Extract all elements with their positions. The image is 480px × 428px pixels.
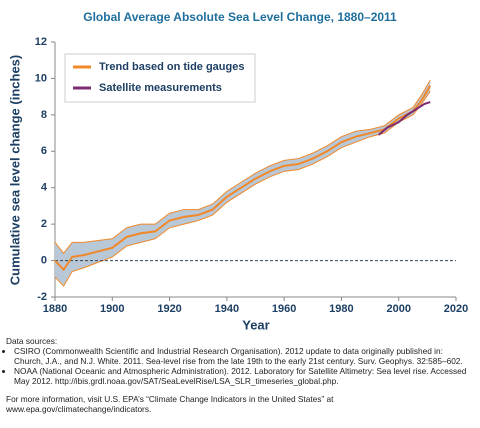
y-tick-label: 6 [41,145,47,157]
legend-label: Trend based on tide gauges [99,61,244,73]
y-tick-label: 4 [41,182,48,194]
band-edge [54,79,431,255]
notes-heading: Data sources: [6,336,58,346]
series-line [378,101,431,136]
y-axis-label: Cumulative sea level change (inches) [7,55,22,285]
legend-box [64,53,256,103]
y-tick-label: -2 [37,291,47,303]
confidence-band [55,80,431,287]
notes-list: CSIRO (Commonwealth Scientific and Indus… [6,346,474,386]
x-tick-label: 1900 [100,303,124,315]
band-edge [54,90,431,287]
source-item: NOAA (National Oceanic and Atmospheric A… [14,366,474,386]
x-tick-label: 1960 [272,303,296,315]
x-tick-label: 1920 [157,303,181,315]
source-item: CSIRO (Commonwealth Scientific and Indus… [14,346,474,366]
x-axis-label: Year [242,317,269,332]
x-tick-label: 1980 [329,303,353,315]
y-tick-label: 10 [35,72,47,84]
legend-label: Satellite measurements [99,82,222,94]
notes: Data sources: CSIRO (Commonwealth Scient… [6,336,474,414]
x-tick-label: 1940 [215,303,239,315]
x-tick-label: 1880 [43,303,67,315]
notes-footer: For more information, visit U.S. EPA’s “… [6,394,334,414]
y-tick-label: 0 [41,254,47,266]
x-tick-label: 2000 [386,303,410,315]
chart: Global Average Absolute Sea Level Change… [7,10,468,332]
y-tick-label: 8 [41,109,47,121]
y-tick-label: 12 [35,36,47,48]
chart-title: Global Average Absolute Sea Level Change… [83,10,397,24]
x-tick-label: 2020 [444,303,468,315]
series-line [54,85,432,272]
y-tick-label: 2 [41,218,47,230]
